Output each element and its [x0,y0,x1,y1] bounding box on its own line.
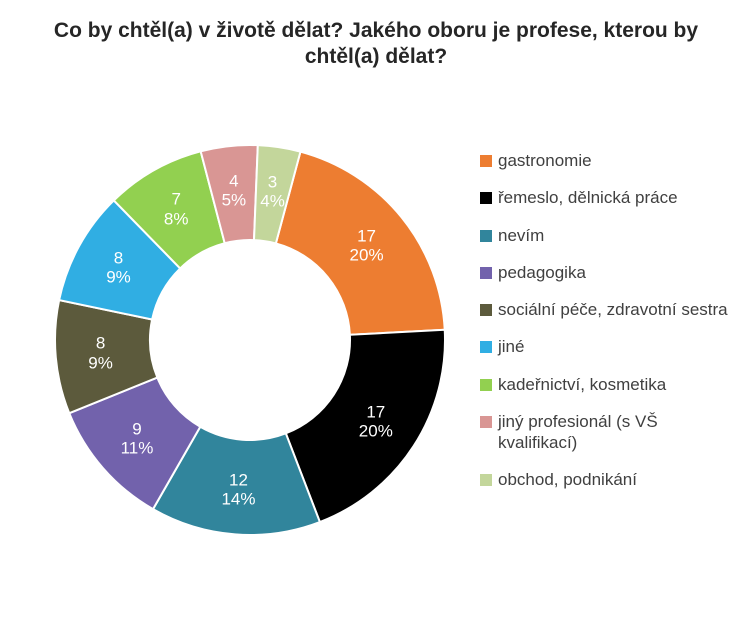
legend-item-5: jiné [480,336,730,357]
legend-swatch-5 [480,341,492,353]
legend-swatch-7 [480,416,492,428]
legend-item-1: řemeslo, dělnická práce [480,187,730,208]
legend-label-0: gastronomie [498,150,592,171]
legend: gastronomie řemeslo, dělnická práce nevím p… [480,150,730,507]
chart-title: Co by chtěl(a) v životě dělat? Jakého ob… [0,0,752,71]
legend-label-8: obchod, podnikání [498,469,637,490]
legend-label-7: jiný profesionál (s VŠ kvalifikací) [498,411,730,454]
chart-container: { "title": "Co by chtěl(a) v životě děla… [0,0,752,644]
legend-item-6: kadeřnictví, kosmetika [480,374,730,395]
legend-item-8: obchod, podnikání [480,469,730,490]
legend-label-4: sociální péče, zdravotní sestra [498,299,728,320]
legend-label-6: kadeřnictví, kosmetika [498,374,666,395]
legend-item-0: gastronomie [480,150,730,171]
legend-swatch-4 [480,304,492,316]
doughnut-svg [40,130,460,550]
legend-swatch-0 [480,155,492,167]
legend-label-2: nevím [498,225,544,246]
legend-item-7: jiný profesionál (s VŠ kvalifikací) [480,411,730,454]
legend-label-5: jiné [498,336,524,357]
legend-item-3: pedagogika [480,262,730,283]
legend-swatch-1 [480,192,492,204]
legend-swatch-2 [480,230,492,242]
legend-swatch-8 [480,474,492,486]
legend-label-3: pedagogika [498,262,586,283]
legend-label-1: řemeslo, dělnická práce [498,187,678,208]
doughnut-chart: 17 20%17 20%12 14%9 11%8 9%8 9%7 8%4 5%3… [40,130,460,550]
slice-0 [276,152,445,335]
legend-swatch-3 [480,267,492,279]
legend-swatch-6 [480,379,492,391]
legend-item-2: nevím [480,225,730,246]
legend-item-4: sociální péče, zdravotní sestra [480,299,730,320]
